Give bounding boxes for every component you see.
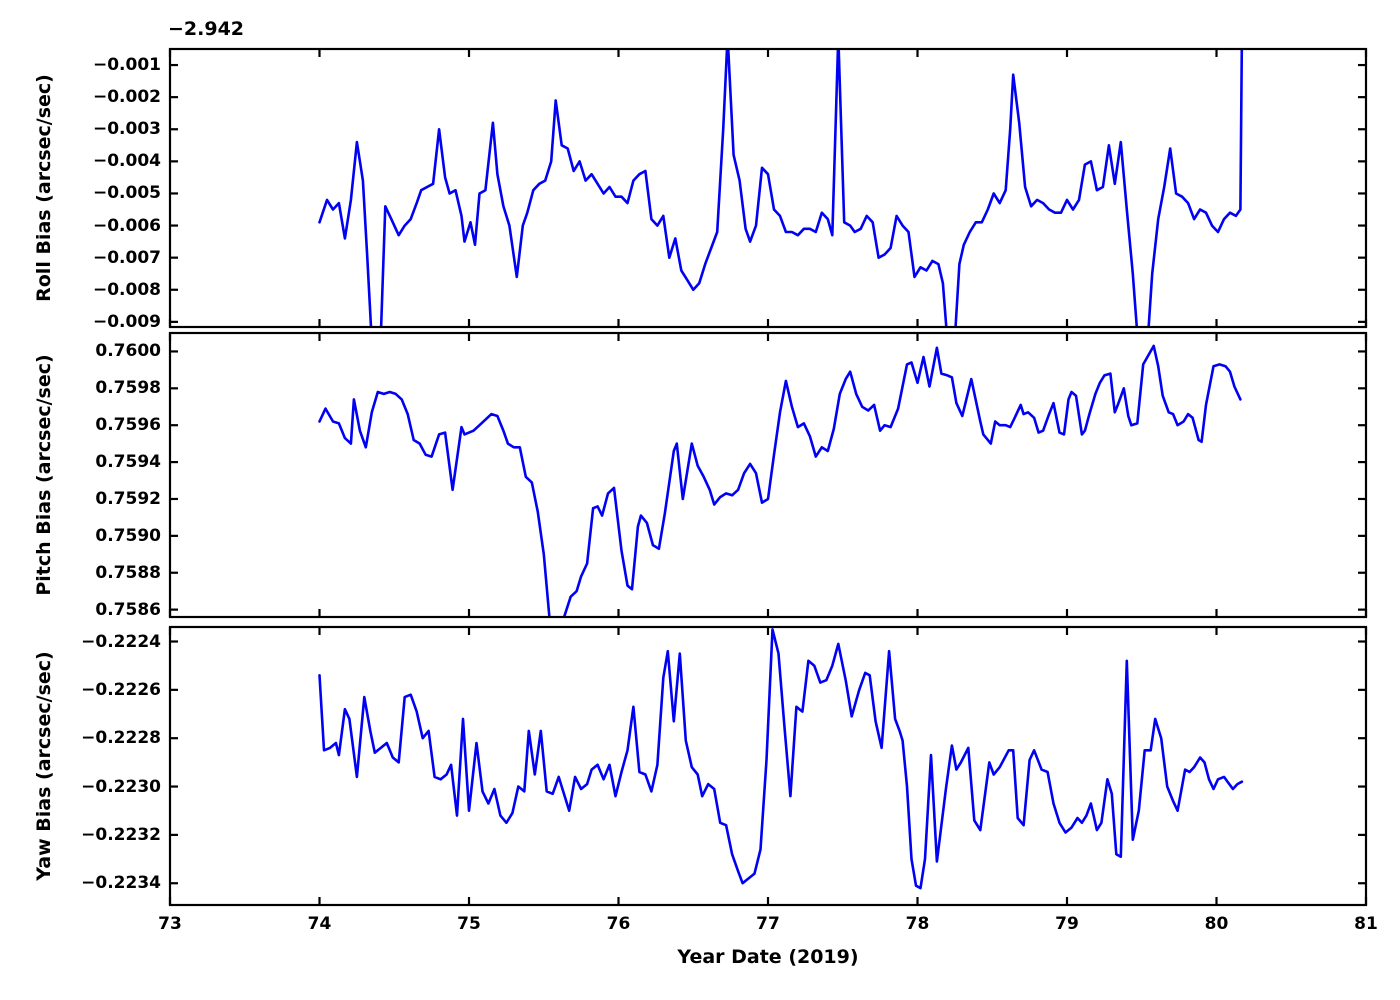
yaw-ytick-label: −0.2224 (81, 631, 161, 652)
pitch-ytick-label: 0.7594 (95, 452, 161, 473)
axes-frame (168, 331, 1368, 619)
pitch-ytick-label: 0.7586 (95, 599, 161, 620)
xtick-label: 81 (1354, 914, 1378, 934)
yaw-ytick-label: −0.2228 (81, 728, 161, 749)
roll-ytick-label: −0.009 (92, 311, 161, 332)
roll-ytick-label: −0.005 (92, 183, 161, 204)
axes-frame (168, 47, 1368, 329)
roll-ytick-label: −0.008 (92, 279, 161, 300)
roll-ytick-label: −0.006 (92, 215, 161, 236)
roll-ytick-label: −0.001 (92, 55, 161, 76)
roll-ytick-label: −0.003 (92, 119, 161, 140)
xtick-label: 75 (457, 914, 481, 934)
xtick-label: 76 (606, 914, 631, 934)
yaw-ytick-label: −0.2232 (81, 824, 161, 845)
roll-ytick-label: −0.002 (92, 87, 161, 108)
axes-frame (168, 625, 1368, 907)
pitch-ytick-label: 0.7598 (95, 378, 161, 399)
pitch-ytick-label: 0.7588 (95, 562, 161, 583)
yaw-ytick-label: −0.2226 (81, 679, 161, 700)
roll-bias-line (318, 49, 1244, 327)
xtick-label: 79 (1055, 914, 1079, 934)
xtick-label: 80 (1204, 914, 1229, 934)
y-axis-offset-text: −2.942 (168, 18, 245, 40)
xtick-label: 78 (905, 914, 930, 934)
pitch-ytick-label: 0.7592 (95, 488, 161, 509)
xtick-label: 73 (158, 914, 182, 934)
yaw-ytick-label: −0.2234 (81, 873, 161, 894)
pitch-ytick-label: 0.7596 (95, 415, 161, 436)
pitch-ytick-label: 0.7590 (95, 525, 161, 546)
yaw-bias-line (318, 628, 1244, 890)
yaw-ytick-label: −0.2230 (81, 776, 161, 797)
pitch-ytick-label: 0.7600 (95, 341, 161, 362)
x-axis-label: Year Date (2019) (677, 946, 859, 968)
xtick-label: 74 (307, 914, 332, 934)
pitch-bias-line (318, 344, 1242, 617)
xtick-label: 77 (756, 914, 780, 934)
roll-ytick-label: −0.004 (92, 151, 161, 172)
roll-ytick-label: −0.007 (92, 247, 161, 268)
